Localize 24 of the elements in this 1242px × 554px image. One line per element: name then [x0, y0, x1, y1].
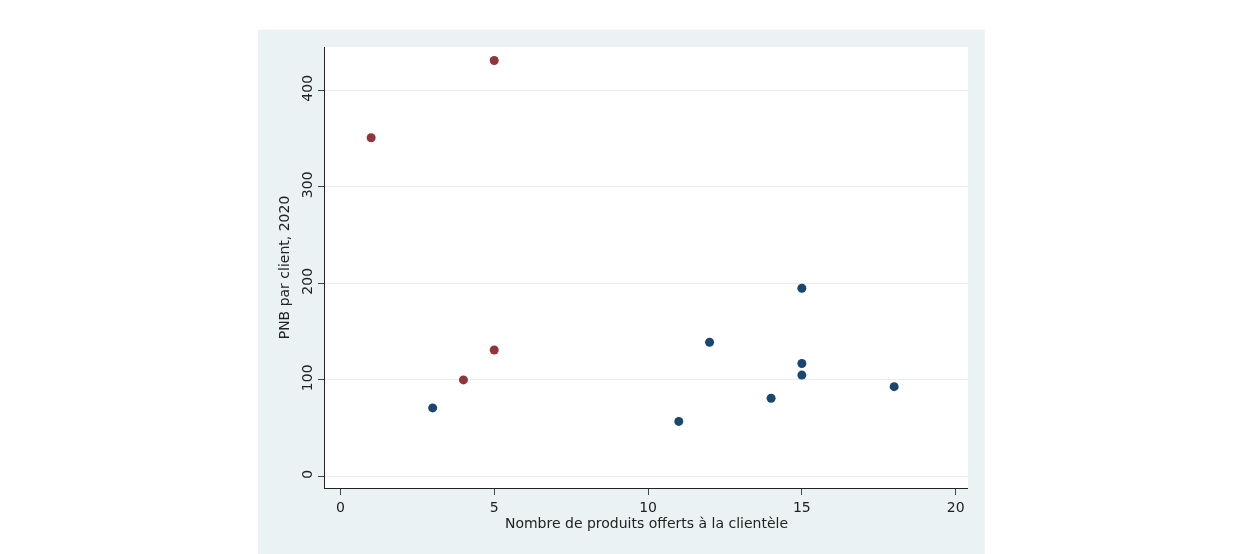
point	[489, 56, 499, 66]
point	[797, 370, 807, 380]
y-tick-label: 400	[299, 74, 316, 102]
x-tick-label: 20	[946, 498, 965, 515]
x-tick-label: 15	[792, 498, 811, 515]
y-tick-label: 100	[299, 364, 316, 392]
point	[889, 382, 899, 392]
x-tick-label: 5	[489, 498, 499, 515]
point	[797, 359, 807, 369]
x-tick-label: 0	[335, 498, 345, 515]
point	[705, 337, 715, 347]
x-axis-title: Nombre de produits offerts à la clientèle	[504, 515, 789, 532]
point	[428, 403, 438, 413]
point	[797, 283, 807, 293]
point	[366, 133, 376, 143]
x-tick-label: 10	[639, 498, 657, 515]
y-tick-label: 0	[299, 469, 316, 479]
point	[489, 345, 499, 355]
y-axis-title: PNB par client, 2020	[276, 195, 292, 340]
y-tick-label: 200	[299, 267, 316, 295]
point	[766, 393, 776, 403]
y-tick-label: 300	[299, 171, 316, 199]
point	[674, 416, 684, 426]
point	[458, 375, 468, 385]
